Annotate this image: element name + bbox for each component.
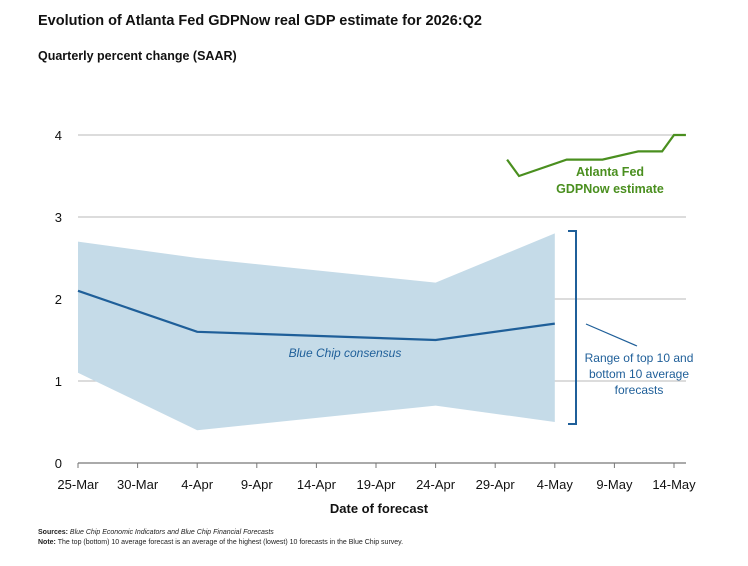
x-tick-label: 9-May: [596, 477, 633, 492]
note-line: Note: The top (bottom) 10 average foreca…: [38, 538, 403, 548]
y-tick-label: 3: [55, 210, 62, 225]
range-label-line3: forecasts: [615, 383, 664, 397]
x-tick-label: 14-May: [652, 477, 696, 492]
x-axis-tick-labels: 25-Mar 30-Mar 4-Apr 9-Apr 14-Apr 19-Apr 24-Apr…: [57, 477, 696, 492]
series-lines: [77, 133, 686, 342]
note-text: The top (bottom) 10 average forecast is …: [57, 539, 404, 546]
sources-label: Sources:: [38, 529, 68, 536]
note-label: Note:: [38, 539, 56, 546]
y-tick-label: 0: [55, 456, 62, 471]
sources-text: Blue Chip Economic Indicators and Blue C…: [69, 529, 274, 536]
x-tick-label: 24-Apr: [416, 477, 456, 492]
x-axis: [77, 462, 686, 468]
x-tick-label: 4-May: [537, 477, 574, 492]
gdpnow-label-line1: Atlanta Fed: [576, 165, 644, 179]
sources-line: Sources: Blue Chip Economic Indicators a…: [38, 528, 403, 538]
chart-notes: Sources: Blue Chip Economic Indicators a…: [38, 528, 403, 548]
y-tick-label: 1: [55, 374, 62, 389]
chart-title: Evolution of Atlanta Fed GDPNow real GDP…: [38, 13, 482, 29]
y-tick-label: 2: [55, 292, 62, 307]
range-label-line1: Range of top 10 and: [585, 351, 694, 365]
gdpnow-estimate-line: [506, 133, 686, 178]
y-axis-tick-labels: 0 1 2 3 4: [55, 128, 62, 471]
chart-svg: 0 1 2 3 4 25-Mar 30-Mar 4-Apr 9-Apr 14-Apr 19-Apr…: [55, 128, 696, 516]
y-tick-label: 4: [55, 128, 62, 143]
bluechip-consensus-line: [77, 289, 555, 342]
x-tick-label: 30-Mar: [117, 477, 159, 492]
forecast-range-band: [78, 233, 555, 431]
gdpnow-label-line2: GDPNow estimate: [556, 182, 664, 196]
x-tick-label: 14-Apr: [297, 477, 337, 492]
chart-subtitle: Quarterly percent change (SAAR): [38, 49, 237, 63]
x-tick-label: 25-Mar: [57, 477, 99, 492]
range-band-area: [78, 233, 555, 431]
x-tick-label: 9-Apr: [241, 477, 273, 492]
bluechip-label: Blue Chip consensus: [289, 346, 402, 360]
range-bracket: [568, 230, 638, 425]
x-tick-label: 4-Apr: [181, 477, 213, 492]
x-tick-label: 29-Apr: [476, 477, 516, 492]
x-axis-label: Date of forecast: [330, 501, 429, 516]
range-label-line2: bottom 10 average: [589, 367, 689, 381]
x-tick-label: 19-Apr: [356, 477, 396, 492]
